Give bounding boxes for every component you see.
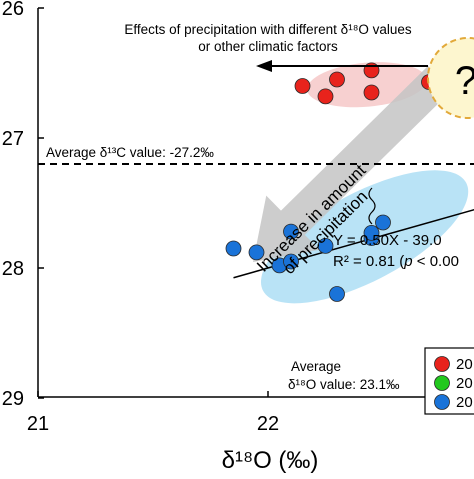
avg-d13c-label: Average δ¹³C value: -27.2‰ — [46, 145, 214, 160]
avg-d18o-label-line2: δ¹⁸O value: 23.1‰ — [288, 377, 400, 392]
effects-label-line2: or other climatic factors — [198, 39, 338, 54]
legend-label-series-1: 20 — [456, 356, 473, 373]
legend-marker-series-2 — [435, 376, 450, 391]
effects-label-line1: Effects of precipitation with different … — [124, 22, 412, 37]
data-point-series-1 — [318, 89, 333, 104]
y-tick-label: 26 — [2, 0, 24, 20]
legend-label-series-3: 20 — [456, 394, 473, 411]
r2-prefix: R² = 0.81 ( — [333, 253, 404, 270]
y-tick-label: 28 — [2, 258, 24, 280]
x-tick-label: 21 — [27, 413, 49, 435]
regression-r2: R² = 0.81 (p < 0.00 — [333, 253, 459, 270]
effects-arrow-head — [256, 60, 272, 72]
y-tick-label: 29 — [2, 388, 24, 410]
legend: 20 20 20 — [425, 348, 474, 414]
x-tick-label: 22 — [257, 413, 279, 435]
data-point-series-3 — [226, 241, 241, 256]
avg-d18o-label-line1: Average — [291, 359, 341, 374]
data-point-series-1 — [364, 85, 379, 100]
data-point-series-3 — [330, 287, 345, 302]
question-mark: ? — [455, 59, 474, 103]
legend-marker-series-3 — [435, 395, 450, 410]
r2-p: p — [403, 253, 412, 270]
data-point-series-1 — [295, 79, 310, 94]
regression-equation: Y = 0.50X - 39.0 — [333, 232, 442, 249]
legend-marker-series-1 — [435, 357, 450, 372]
legend-label-series-2: 20 — [456, 375, 473, 392]
r2-suffix: < 0.00 — [413, 253, 459, 270]
x-axis-title: δ¹⁸O (‰) — [222, 447, 319, 474]
data-point-series-1 — [330, 72, 345, 87]
y-tick-label: 27 — [2, 128, 24, 150]
data-point-series-3 — [376, 215, 391, 230]
